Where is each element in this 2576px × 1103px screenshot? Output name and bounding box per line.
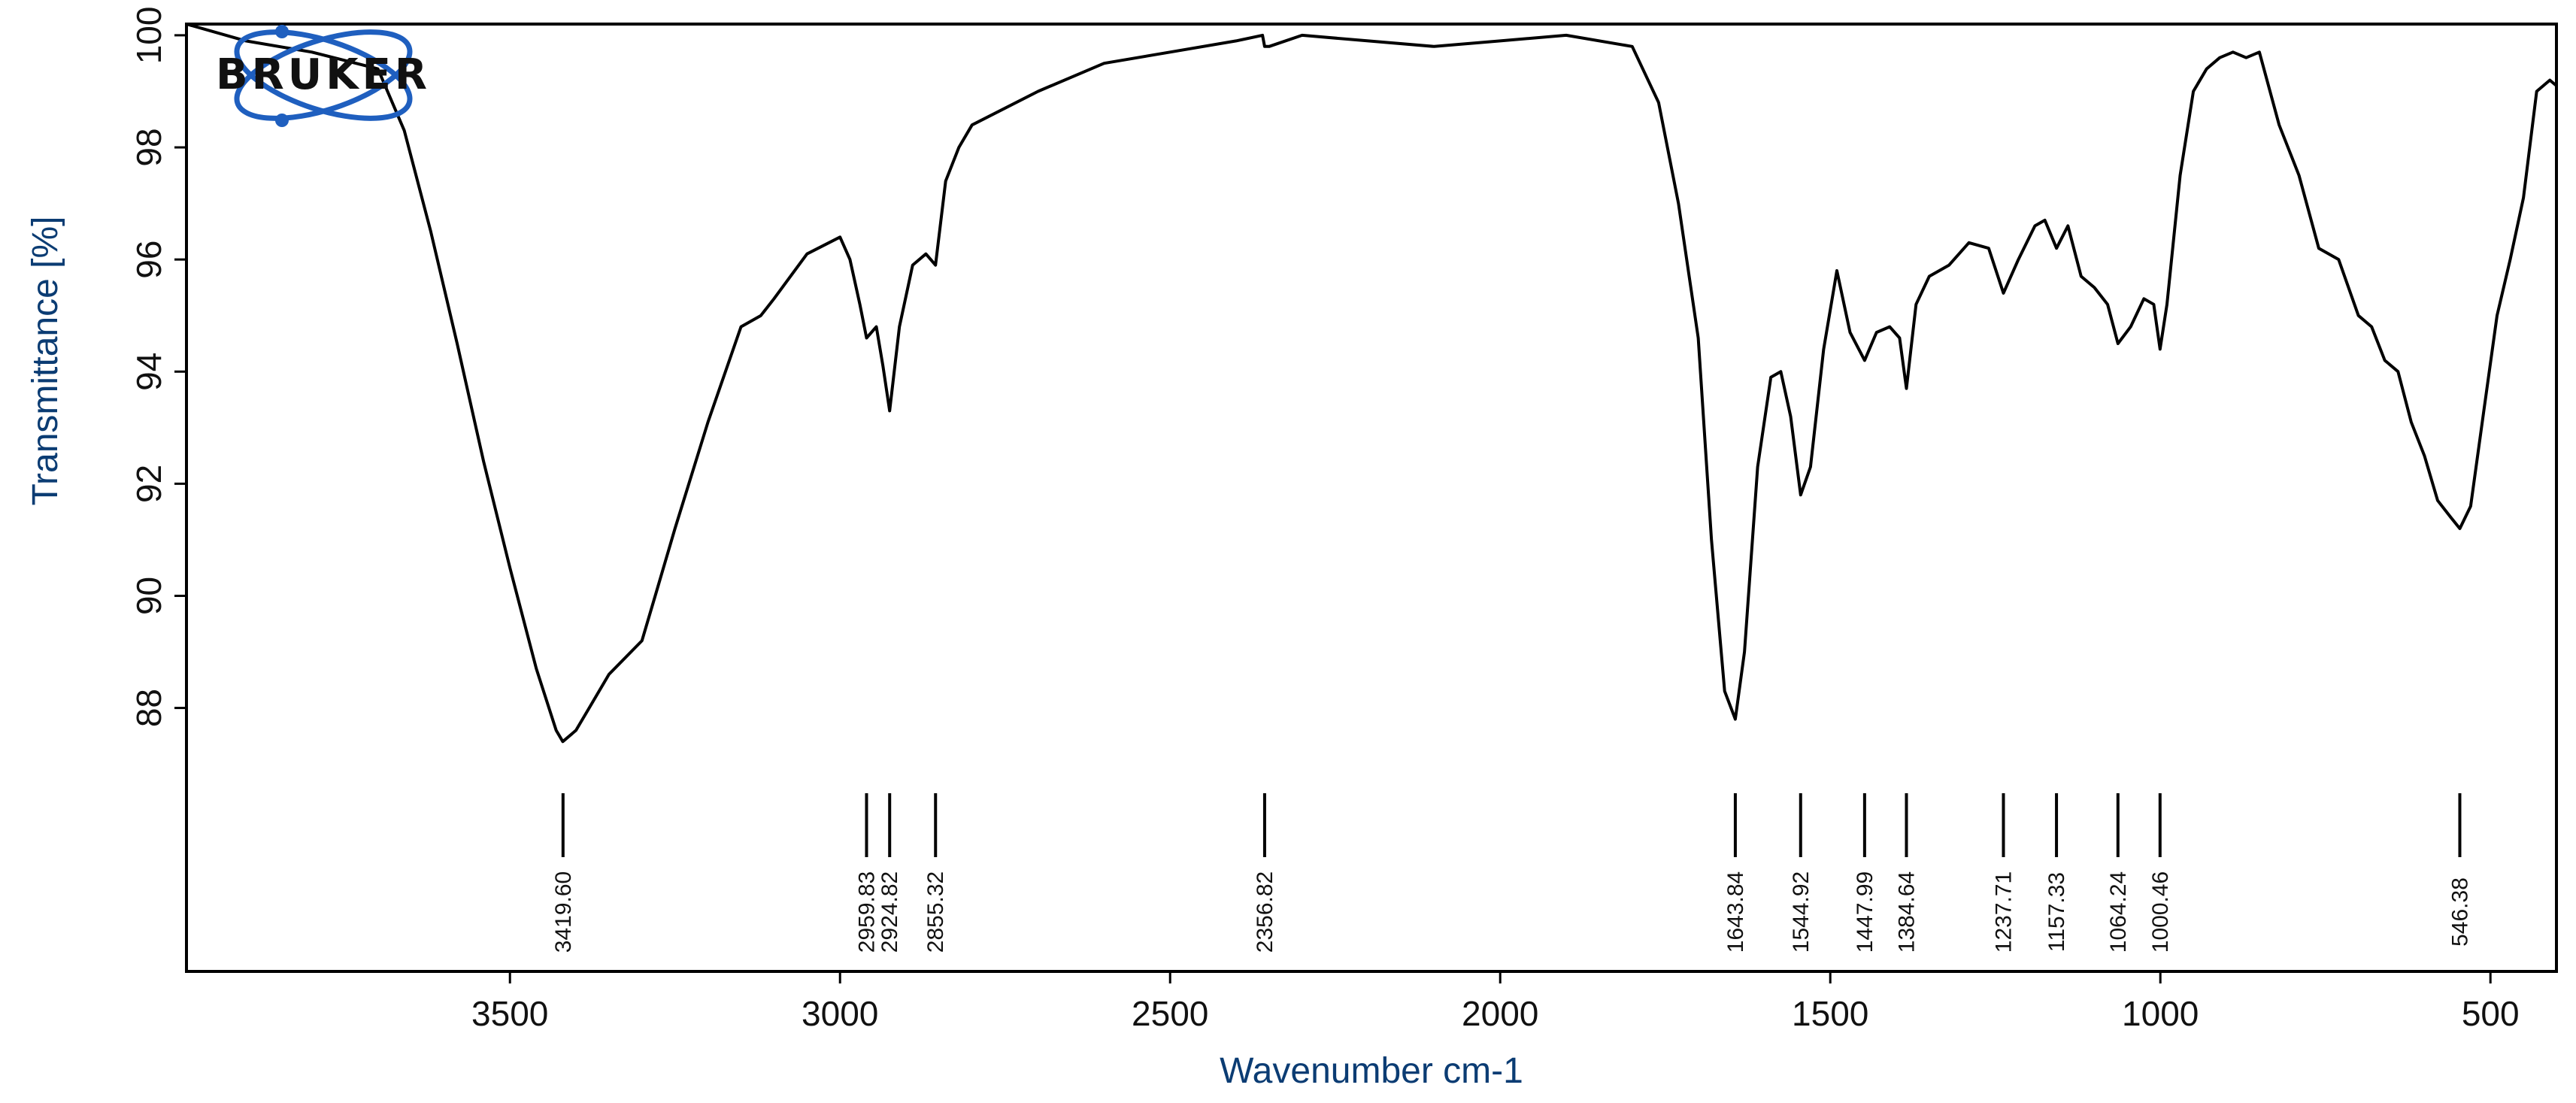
y-tick-label: 96 (129, 241, 168, 279)
y-axis-title: Transmittance [%] (26, 216, 65, 505)
peak-label: 1064.24 (2106, 871, 2131, 953)
peak-label: 1447.99 (1853, 871, 1877, 953)
peak-label: 2855.32 (923, 871, 948, 953)
x-tick-label: 2500 (1132, 994, 1208, 1033)
peak-label: 2959.83 (854, 871, 879, 953)
x-tick-label: 3000 (802, 994, 878, 1033)
peak-label: 546.38 (2447, 877, 2472, 947)
x-tick-label: 3500 (471, 994, 548, 1033)
x-tick-label: 2000 (1462, 994, 1538, 1033)
peak-label: 1643.84 (1723, 871, 1748, 953)
plot-frame (185, 23, 2558, 973)
x-axis-title: Wavenumber cm-1 (1220, 1051, 1523, 1091)
peak-label: 1000.46 (2148, 871, 2173, 953)
bruker-logo: BRUKER (216, 25, 431, 127)
peak-label: 1384.64 (1894, 871, 1919, 953)
peak-label: 3419.60 (551, 871, 576, 953)
peak-label: 1544.92 (1789, 871, 1814, 953)
atom-rings-icon (234, 25, 413, 127)
y-tick-label: 90 (129, 577, 168, 615)
y-tick-label: 88 (129, 689, 168, 727)
peak-label: 1157.33 (2044, 872, 2069, 952)
x-axis: 3500 3000 2500 2000 1500 1000 500 (471, 971, 2520, 1033)
y-tick-label: 94 (129, 353, 168, 391)
x-tick-label: 1000 (2122, 994, 2199, 1033)
y-tick-label: 98 (129, 128, 168, 166)
x-tick-label: 1500 (1792, 994, 1868, 1033)
peak-label: 2924.82 (877, 871, 902, 953)
y-axis: 88 90 92 94 96 98 100 (129, 7, 186, 727)
peak-label: 2356.82 (1253, 871, 1277, 953)
spectrum-line (186, 23, 2558, 744)
y-tick-label: 92 (129, 465, 168, 503)
y-tick-label: 100 (129, 7, 168, 65)
logo-text: BRUKER (216, 50, 431, 99)
x-tick-label: 500 (2462, 994, 2520, 1033)
peak-label: 1237.71 (1991, 871, 2016, 953)
